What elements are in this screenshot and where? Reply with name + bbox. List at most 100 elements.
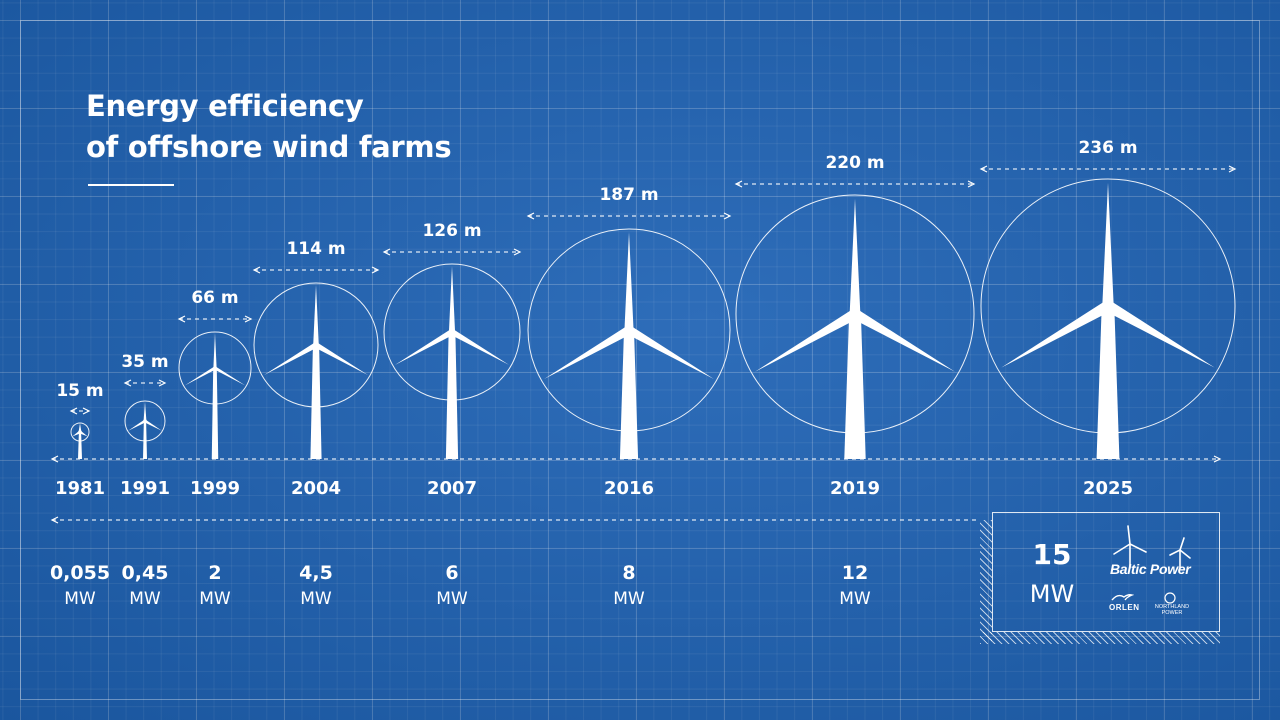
tower-2004 [310, 345, 322, 459]
tower-2019 [844, 314, 866, 459]
power-value-2016: 8 [622, 562, 636, 584]
blade-1999-1 [213, 333, 217, 368]
tower-1991 [143, 421, 147, 459]
power-value-1981: 0,055 [49, 562, 111, 584]
hub-2025 [1101, 299, 1115, 313]
highlight-box-hatch-bottom [980, 632, 1220, 644]
year-label-1991: 1991 [119, 478, 171, 499]
blade-2019-3 [852, 309, 955, 372]
baltic-power-turbines-logo-icon [1113, 525, 1191, 569]
title-underline [88, 184, 174, 186]
rotor-dimension-2004-arrow-left [252, 266, 261, 274]
power-unit-1999: MW [199, 589, 231, 609]
rotor-diameter-label-1981: 15 m [56, 381, 104, 401]
highlight-power-unit: MW [1029, 580, 1075, 608]
ground-line-arrow-right [1213, 455, 1222, 463]
tower-2016 [619, 330, 639, 459]
blade-2025-1 [1102, 182, 1114, 306]
baltic-power-logo: Baltic Power [1110, 561, 1191, 577]
year-label-1999: 1999 [189, 478, 241, 499]
blade-2007-2 [394, 329, 454, 365]
rotor-dimension-2025-arrow-right [1228, 165, 1237, 173]
power-unit-2019: MW [839, 589, 871, 609]
rotor-dimension-1981-arrow-left [69, 407, 78, 415]
hub-2004 [312, 341, 320, 349]
blade-1991-3 [144, 419, 162, 431]
hub-2007 [448, 328, 456, 336]
rotor-diameter-label-1991: 35 m [121, 352, 169, 372]
blade-1981-1 [78, 423, 82, 432]
year-label-2019: 2019 [829, 478, 881, 499]
power-row-line-arrow [50, 516, 59, 524]
rotor-dimension-2016-arrow-right [723, 212, 732, 220]
tower-1981 [78, 432, 82, 459]
year-label-1981: 1981 [54, 478, 106, 499]
hub-1981 [78, 430, 82, 434]
tower-2007 [445, 332, 459, 459]
power-value-2004: 4,5 [299, 562, 333, 584]
power-unit-1991: MW [129, 589, 161, 609]
rotor-dimension-1991-arrow-left [123, 379, 132, 387]
year-label-2025: 2025 [1082, 478, 1134, 499]
rotor-dimension-2004-arrow-right [371, 266, 380, 274]
rotor-dimension-2019-arrow-left [734, 180, 743, 188]
blade-1999-2 [184, 366, 216, 386]
rotor-dimension-2007-arrow-left [382, 248, 391, 256]
blade-2025-3 [1105, 301, 1215, 368]
title-line-2: of offshore wind farms [86, 130, 452, 164]
rotor-dimension-1999-arrow-right [244, 315, 253, 323]
orlen-logo: ORLEN [1109, 603, 1140, 612]
rotor-diameter-label-2016: 187 m [599, 185, 659, 205]
northland-power-logo: NORTHLAND POWER [1154, 604, 1190, 616]
power-unit-2016: MW [613, 589, 645, 609]
hub-2019 [849, 308, 861, 320]
blade-2007-1 [448, 266, 456, 332]
year-label-2004: 2004 [290, 478, 342, 499]
rotor-diameter-label-2025: 236 m [1078, 138, 1138, 158]
year-label-2007: 2007 [426, 478, 478, 499]
blade-2004-3 [314, 342, 369, 376]
blade-1991-1 [143, 401, 147, 421]
blade-2025-2 [1001, 301, 1111, 368]
highlight-power-value: 15 [1032, 538, 1072, 571]
ground-line-arrow-left [50, 455, 59, 463]
blade-1991-2 [128, 419, 146, 431]
highlight-box-hatch-left [980, 520, 992, 644]
hub-2016 [623, 324, 635, 336]
rotor-dimension-2016-arrow-left [526, 212, 535, 220]
blade-1999-3 [214, 366, 246, 386]
power-unit-1981: MW [64, 589, 96, 609]
rotor-diameter-label-2007: 126 m [422, 221, 482, 241]
rotor-dimension-1981-arrow-right [82, 407, 91, 415]
hub-1991 [143, 419, 147, 423]
rotor-dimension-2019-arrow-right [967, 180, 976, 188]
tower-2025 [1096, 306, 1120, 459]
blade-2019-1 [849, 198, 861, 314]
rotor-dimension-1999-arrow-left [177, 315, 186, 323]
blade-2016-1 [624, 232, 634, 330]
rotor-dimension-2007-arrow-right [513, 248, 522, 256]
blade-2004-1 [313, 284, 319, 345]
blade-2016-3 [626, 326, 714, 379]
power-value-2007: 6 [445, 562, 459, 584]
year-label-2016: 2016 [603, 478, 655, 499]
power-value-1999: 2 [208, 562, 222, 584]
blade-2016-2 [544, 326, 632, 379]
infographic-title: Energy efficiency of offshore wind farms [86, 86, 452, 168]
rotor-dimension-2025-arrow-left [979, 165, 988, 173]
power-unit-2004: MW [300, 589, 332, 609]
rotor-diameter-label-2019: 220 m [825, 153, 885, 173]
northland-power-icon [1164, 592, 1176, 604]
highlight-box [992, 512, 1220, 632]
blueprint-frame [20, 20, 1260, 700]
blade-2004-2 [263, 342, 318, 376]
title-line-1: Energy efficiency [86, 89, 364, 123]
blade-2007-3 [450, 329, 510, 365]
power-value-2019: 12 [841, 562, 869, 584]
orlen-eagle-icon [1111, 594, 1134, 601]
hub-1999 [213, 366, 217, 370]
rotor-diameter-label-2004: 114 m [286, 239, 346, 259]
tower-1999 [211, 368, 219, 459]
